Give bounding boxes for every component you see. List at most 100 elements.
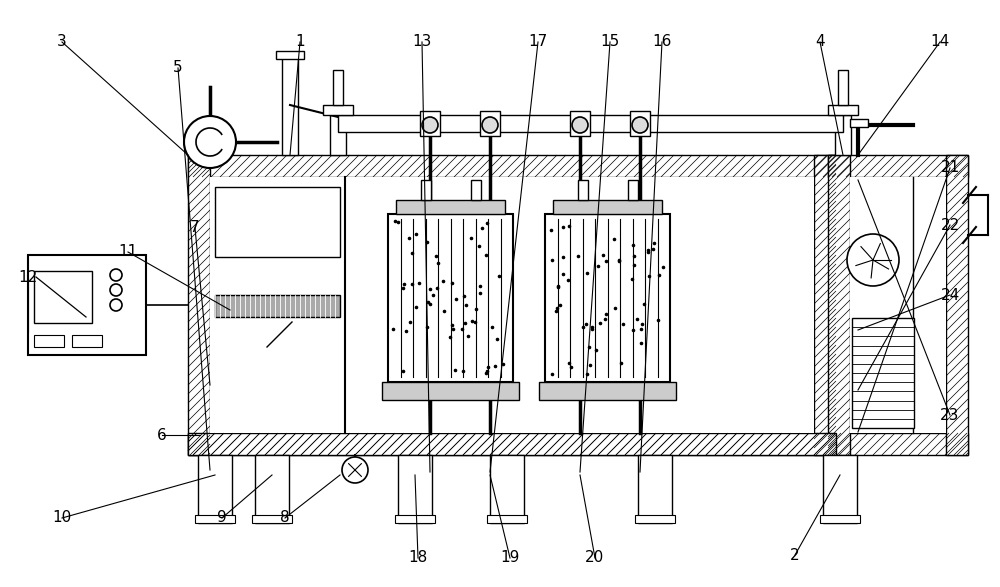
Point (561, 221, 577, 231)
Point (590, 262, 606, 271)
Text: 8: 8 (280, 511, 290, 525)
Bar (188, 155, 836, 177)
Point (613, 358, 629, 367)
Point (491, 272, 507, 281)
Point (548, 306, 564, 316)
Point (615, 319, 631, 329)
Point (471, 242, 487, 251)
Point (478, 250, 494, 259)
Bar (823, 455, 857, 523)
Bar (471, 180, 480, 200)
Point (457, 319, 473, 328)
Point (447, 366, 463, 375)
Bar (330, 115, 346, 155)
Bar (210, 177, 814, 433)
Bar (323, 105, 353, 115)
Point (408, 303, 424, 312)
Circle shape (110, 299, 122, 311)
Bar (215, 187, 340, 257)
Text: 18: 18 (408, 551, 428, 565)
Point (458, 300, 474, 309)
Bar (828, 105, 858, 115)
Bar (188, 433, 836, 455)
Point (478, 368, 494, 377)
Point (484, 322, 500, 332)
Point (651, 270, 667, 279)
Bar (198, 455, 232, 523)
Point (467, 318, 483, 327)
Point (549, 303, 565, 312)
Bar (828, 155, 968, 177)
Point (607, 303, 623, 312)
Point (611, 255, 627, 265)
Point (552, 301, 568, 310)
Text: 12: 12 (18, 271, 38, 285)
Bar (539, 382, 676, 400)
Point (550, 281, 566, 291)
Circle shape (572, 117, 588, 133)
Point (584, 325, 600, 334)
Point (633, 338, 649, 348)
Point (444, 320, 460, 329)
Point (472, 288, 488, 297)
Text: 6: 6 (157, 427, 167, 443)
Circle shape (632, 117, 648, 133)
Bar (382, 382, 519, 400)
Point (419, 322, 435, 332)
Point (579, 268, 595, 278)
Bar (338, 115, 843, 132)
Point (598, 257, 614, 266)
Bar (638, 455, 672, 523)
Text: 3: 3 (57, 35, 67, 49)
Point (633, 325, 649, 334)
Point (460, 331, 476, 340)
Point (464, 316, 480, 325)
Point (429, 284, 445, 293)
Point (435, 276, 451, 286)
Point (404, 249, 420, 258)
Text: 1: 1 (295, 35, 305, 49)
Point (474, 223, 490, 232)
Bar (195, 515, 235, 523)
Text: 13: 13 (412, 35, 432, 49)
Point (448, 294, 464, 303)
Point (455, 366, 471, 375)
Point (563, 362, 579, 372)
Text: 17: 17 (528, 35, 548, 49)
Point (395, 366, 411, 376)
Point (390, 218, 406, 227)
Point (629, 315, 645, 324)
Bar (850, 119, 868, 127)
Bar (420, 180, 430, 200)
Text: 24: 24 (940, 288, 960, 302)
Point (468, 305, 484, 314)
Point (598, 309, 614, 318)
Text: 7: 7 (190, 221, 200, 235)
Point (425, 290, 441, 299)
Point (582, 360, 598, 370)
Point (411, 278, 427, 287)
Point (398, 326, 414, 335)
Bar (276, 51, 304, 59)
Bar (820, 515, 860, 523)
Text: 21: 21 (940, 160, 960, 176)
Point (395, 283, 411, 292)
Point (420, 297, 436, 306)
Bar (490, 455, 524, 523)
Circle shape (342, 457, 368, 483)
Bar (578, 180, 588, 200)
Text: 11: 11 (118, 245, 138, 259)
Bar (838, 70, 848, 105)
Bar (395, 515, 435, 523)
Text: 15: 15 (600, 35, 620, 49)
Point (588, 346, 604, 355)
Text: 14: 14 (930, 35, 950, 49)
Circle shape (110, 284, 122, 296)
Bar (630, 111, 650, 136)
Bar (34, 271, 92, 323)
Point (428, 252, 444, 261)
Bar (852, 318, 914, 428)
Point (584, 322, 600, 331)
Bar (34, 335, 64, 347)
Bar (828, 433, 968, 455)
